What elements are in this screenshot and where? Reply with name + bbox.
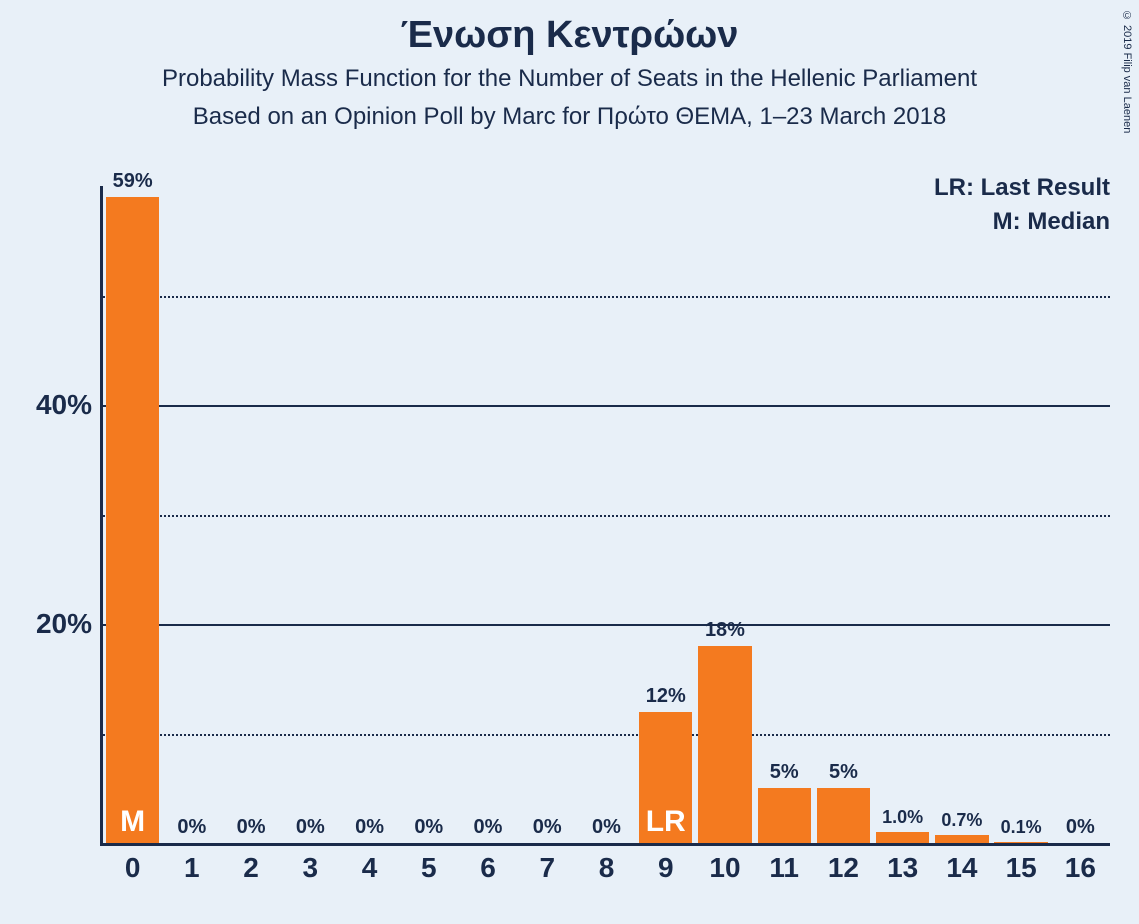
bar	[106, 197, 159, 843]
x-tick-label: 0	[125, 852, 141, 884]
bar-value-label: 0%	[580, 816, 633, 843]
bar-value-label: 0%	[1054, 816, 1107, 843]
chart-title: Ένωση Κεντρώων	[0, 14, 1139, 57]
x-tick-label: 12	[828, 852, 859, 884]
x-tick-label: 2	[243, 852, 259, 884]
x-tick-label: 14	[946, 852, 977, 884]
bar-slot: 1.0%	[876, 832, 929, 843]
x-tick-label: 7	[539, 852, 555, 884]
x-tick-label: 9	[658, 852, 674, 884]
bar-value-label: 12%	[639, 685, 692, 712]
y-tick-label: 20%	[36, 608, 92, 640]
x-tick-label: 15	[1006, 852, 1037, 884]
chart-subtitle-1: Probability Mass Function for the Number…	[0, 65, 1139, 93]
bar-slot: 12%LR	[639, 712, 692, 843]
bar-value-label: 0%	[521, 816, 574, 843]
x-tick-label: 11	[769, 852, 799, 884]
bar	[935, 835, 988, 843]
bar-value-label: 1.0%	[876, 807, 929, 832]
copyright-text: © 2019 Filip van Laenen	[1121, 10, 1133, 133]
bars-group: 59%M0%0%0%0%0%0%0%0%12%LR18%5%5%1.0%0.7%…	[103, 186, 1110, 843]
x-tick-label: 4	[362, 852, 378, 884]
bar-value-label: 18%	[698, 619, 751, 646]
y-tick-label: 40%	[36, 389, 92, 421]
bar-slot: 5%	[758, 788, 811, 843]
x-tick-label: 13	[887, 852, 918, 884]
bar-value-label: 0%	[343, 816, 396, 843]
x-tick-label: 6	[480, 852, 496, 884]
x-axis-line	[100, 843, 1110, 846]
x-tick-label: 5	[421, 852, 437, 884]
bar	[758, 788, 811, 843]
bar-value-label: 0%	[224, 816, 277, 843]
x-tick-label: 1	[184, 852, 200, 884]
bar	[817, 788, 870, 843]
bar-value-label: 0%	[284, 816, 337, 843]
bar-value-label: 0.7%	[935, 810, 988, 835]
title-block: Ένωση Κεντρώων Probability Mass Function…	[0, 0, 1139, 131]
x-tick-label: 8	[599, 852, 615, 884]
bar-value-label: 0%	[402, 816, 455, 843]
bar-value-label: 0.1%	[994, 817, 1047, 842]
bar-value-label: 0%	[461, 816, 514, 843]
bar	[698, 646, 751, 843]
chart-area: LR: Last Result M: Median 59%M0%0%0%0%0%…	[100, 186, 1110, 846]
bar-value-label: 5%	[758, 761, 811, 788]
bar-slot: 18%	[698, 646, 751, 843]
x-tick-label: 3	[303, 852, 319, 884]
bar-slot: 59%M	[106, 197, 159, 843]
bar-value-label: 5%	[817, 761, 870, 788]
bar-value-label: 59%	[106, 170, 159, 197]
chart-subtitle-2: Based on an Opinion Poll by Marc for Πρώ…	[0, 103, 1139, 131]
x-tick-label: 16	[1065, 852, 1096, 884]
bar-marker: LR	[639, 805, 692, 839]
bar	[876, 832, 929, 843]
bar-marker: M	[106, 805, 159, 839]
x-tick-label: 10	[709, 852, 740, 884]
bar-slot: 5%	[817, 788, 870, 843]
plot-area: 59%M0%0%0%0%0%0%0%0%12%LR18%5%5%1.0%0.7%…	[100, 186, 1110, 846]
bar-slot: 0.1%	[994, 842, 1047, 843]
bar-value-label: 0%	[165, 816, 218, 843]
bar	[994, 842, 1047, 843]
bar-slot: 0.7%	[935, 835, 988, 843]
